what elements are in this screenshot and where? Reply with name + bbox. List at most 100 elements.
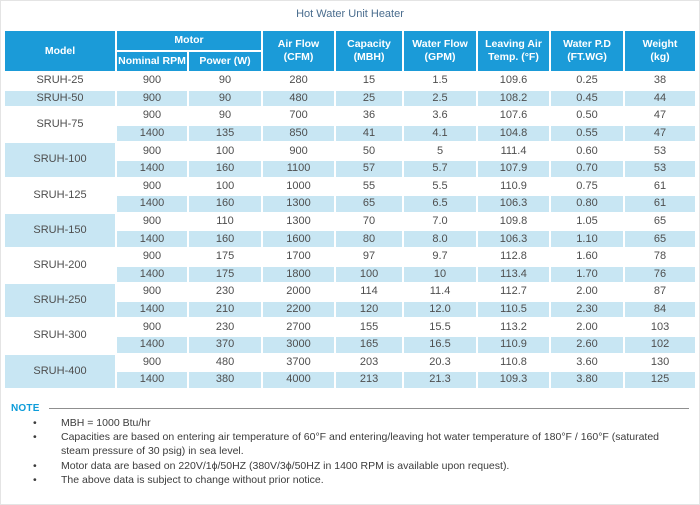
table-row: 1400 160 1100 57 5.7 107.9 0.70 53	[5, 160, 696, 177]
note-item: • Motor data are based on 220V/1ϕ/50HZ (3…	[11, 460, 691, 474]
data-cell: 900	[117, 143, 187, 159]
data-cell: 130	[625, 354, 696, 371]
data-cell: 230	[189, 319, 262, 335]
data-cell: 47	[625, 125, 696, 142]
bullet-icon: •	[33, 416, 37, 429]
table-row: SRUH-100 900 100 900 50 5 111.4 0.60 53	[5, 143, 696, 177]
data-cell: 1.60	[551, 248, 624, 265]
data-cell: 113.2	[478, 319, 550, 335]
data-cell: 55	[336, 178, 403, 195]
data-cell: 1.05	[551, 213, 624, 230]
model-cell: SRUH-250	[5, 284, 115, 318]
data-cell: 230	[189, 284, 262, 300]
data-cell: 11.4	[404, 284, 477, 300]
table-row: 1400 135 850 41 4.1 104.8 0.55 47	[5, 125, 696, 142]
data-cell: 480	[189, 354, 262, 371]
data-cell: 700	[263, 108, 335, 124]
data-cell: 84	[625, 301, 696, 318]
data-cell: 1400	[117, 301, 187, 318]
table-row: SRUH-200 900 175 1700 97 9.7 112.8 1.60 78	[5, 248, 696, 283]
data-cell: 1400	[117, 372, 187, 388]
data-cell: 2000	[263, 284, 335, 300]
note-item-text: Capacities are based on entering air tem…	[61, 431, 660, 457]
data-cell: 90	[189, 108, 262, 124]
data-cell: 110	[189, 213, 262, 230]
data-cell: 114	[336, 284, 403, 300]
header-leaving-air-temp: Leaving Air Temp. (°F)	[478, 31, 550, 71]
bullet-icon: •	[33, 459, 37, 472]
data-cell: 213	[336, 372, 403, 388]
data-cell: 8.0	[404, 231, 477, 247]
table-row: SRUH-150 900 110 1300 70 7.0 109.8 1.05 65	[5, 213, 696, 247]
data-cell: 1.10	[551, 231, 624, 247]
data-cell: 47	[625, 108, 696, 124]
data-cell: 125	[625, 372, 696, 388]
header-model: Model	[5, 31, 115, 71]
data-cell: 160	[189, 196, 262, 212]
data-cell: 175	[189, 266, 262, 283]
data-cell: 16.5	[404, 336, 477, 353]
data-cell: 210	[189, 301, 262, 318]
data-cell: 112.7	[478, 284, 550, 300]
header-water-pd: Water P.D (FT.WG)	[551, 31, 624, 71]
data-cell: 110.9	[478, 178, 550, 195]
model-cell: SRUH-400	[5, 354, 115, 388]
data-cell: 120	[336, 301, 403, 318]
model-cell: SRUH-200	[5, 248, 115, 283]
data-cell: 9.7	[404, 248, 477, 265]
header-power: Power (W)	[189, 52, 262, 71]
data-cell: 109.3	[478, 372, 550, 388]
data-cell: 104.8	[478, 125, 550, 142]
data-cell: 900	[117, 319, 187, 335]
data-cell: 10	[404, 266, 477, 283]
data-cell: 480	[263, 90, 335, 107]
bullet-icon: •	[33, 431, 37, 444]
table-row: 1400 160 1600 80 8.0 106.3 1.10 65	[5, 231, 696, 247]
data-cell: 1300	[263, 196, 335, 212]
table-header: Model Motor Air Flow (CFM) Capacity (MBH…	[5, 31, 696, 71]
data-cell: 3.60	[551, 354, 624, 371]
data-cell: 0.50	[551, 108, 624, 124]
data-cell: 1100	[263, 160, 335, 177]
header-motor: Motor	[117, 31, 262, 50]
table-row: SRUH-300 900 230 2700 155 15.5 113.2 2.00 103	[5, 319, 696, 353]
table-row: SRUH-50 900 90 480 25 2.5 108.2 0.45 44	[5, 90, 696, 107]
data-cell: 900	[117, 213, 187, 230]
header-nominal-rpm: Nominal RPM	[117, 52, 187, 71]
data-cell: 1800	[263, 266, 335, 283]
note-item: • Capacities are based on entering air te…	[11, 431, 691, 458]
data-cell: 61	[625, 178, 696, 195]
model-cell: SRUH-300	[5, 319, 115, 353]
data-cell: 1400	[117, 231, 187, 247]
data-cell: 0.55	[551, 125, 624, 142]
data-cell: 1000	[263, 178, 335, 195]
data-cell: 1300	[263, 213, 335, 230]
data-cell: 102	[625, 336, 696, 353]
data-cell: 3000	[263, 336, 335, 353]
data-cell: 900	[117, 108, 187, 124]
data-cell: 160	[189, 231, 262, 247]
data-cell: 107.9	[478, 160, 550, 177]
data-cell: 900	[263, 143, 335, 159]
data-cell: 112.8	[478, 248, 550, 265]
data-cell: 5	[404, 143, 477, 159]
data-cell: 280	[263, 73, 335, 89]
data-cell: 203	[336, 354, 403, 371]
data-cell: 5.7	[404, 160, 477, 177]
note-item: • MBH = 1000 Btu/hr	[11, 417, 691, 431]
model-cell: SRUH-100	[5, 143, 115, 177]
data-cell: 0.25	[551, 73, 624, 89]
data-cell: 76	[625, 266, 696, 283]
header-air-flow: Air Flow (CFM)	[263, 31, 335, 71]
data-cell: 109.8	[478, 213, 550, 230]
note-divider-line	[48, 407, 689, 409]
data-cell: 110.8	[478, 354, 550, 371]
data-cell: 50	[336, 143, 403, 159]
data-cell: 25	[336, 90, 403, 107]
note-header: NOTE	[11, 403, 691, 414]
data-cell: 108.2	[478, 90, 550, 107]
data-cell: 15	[336, 73, 403, 89]
page-title: Hot Water Unit Heater	[296, 8, 404, 20]
data-cell: 1400	[117, 160, 187, 177]
note-item-text: Motor data are based on 220V/1ϕ/50HZ (38…	[61, 459, 510, 472]
